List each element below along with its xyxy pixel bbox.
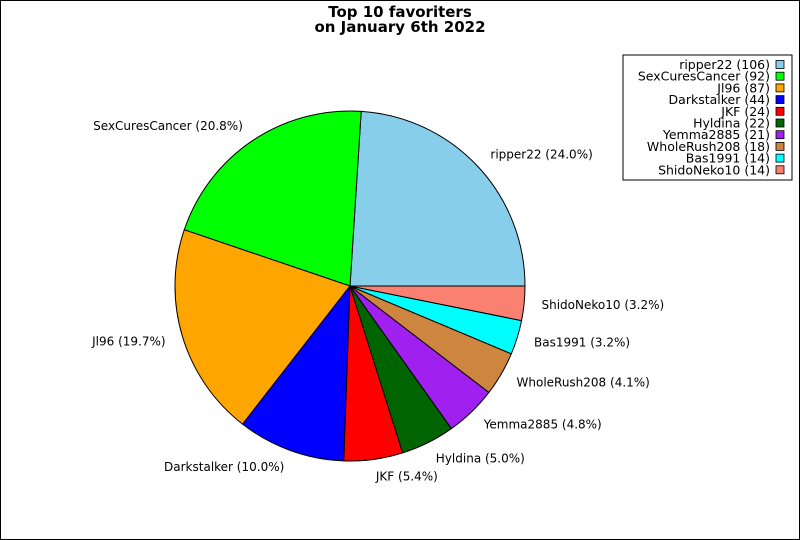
pie-slice-shidoneko10	[349, 285, 526, 322]
legend: ripper22 (106)SexCuresCancer (92)Jl96 (8…	[622, 54, 793, 181]
legend-entry-hyldina: Hyldina (22)	[693, 116, 770, 131]
legend-entry-jl96: Jl96 (87)	[716, 80, 770, 95]
pie-slice-sexcurescancer	[183, 110, 362, 287]
legend-entry-bas1991: Bas1991 (14)	[686, 151, 770, 166]
legend-swatch-wholerush208	[775, 141, 785, 151]
legend-swatch-ripper22	[775, 60, 785, 69]
slice-label-bas1991: Bas1991 (3.2%)	[534, 336, 630, 350]
legend-swatch-bas1991	[775, 153, 785, 163]
slice-label-wholerush208: WholeRush208 (4.1%)	[517, 376, 650, 390]
slice-label-jl96: Jl96 (19.7%)	[91, 334, 165, 348]
legend-entry-jkf: JKF (24)	[720, 104, 770, 119]
legend-swatch-darkstalker	[775, 95, 785, 104]
pie-slice-jl96	[174, 229, 351, 425]
slice-label-darkstalker: Darkstalker (10.0%)	[164, 460, 284, 474]
chart-title-line-1: Top 10 favoriters	[328, 3, 472, 21]
legend-swatch-yemma2885	[775, 130, 785, 140]
slice-label-hyldina: Hyldina (5.0%)	[436, 451, 525, 465]
pie-slices	[174, 110, 526, 462]
slice-label-sexcurescancer: SexCuresCancer (20.8%)	[93, 119, 243, 133]
legend-entry-sexcurescancer: SexCuresCancer (92)	[638, 69, 770, 84]
legend-swatch-hyldina	[775, 118, 785, 128]
legend-entry-wholerush208: WholeRush208 (18)	[647, 139, 770, 154]
legend-swatch-sexcurescancer	[775, 71, 785, 81]
legend-swatch-shidoneko10	[775, 165, 785, 175]
slice-label-yemma2885: Yemma2885 (4.8%)	[483, 418, 602, 432]
legend-swatch-jl96	[775, 83, 785, 93]
chart-title-line-2: on January 6th 2022	[314, 18, 485, 36]
slice-label-jkf: JKF (5.4%)	[375, 470, 438, 484]
pie-slice-ripper22	[349, 110, 526, 287]
slice-label-shidoneko10: ShidoNeko10 (3.2%)	[542, 298, 665, 312]
legend-entry-shidoneko10: ShidoNeko10 (14)	[658, 162, 770, 177]
legend-entry-yemma2885: Yemma2885 (21)	[662, 127, 770, 142]
slice-label-ripper22: ripper22 (24.0%)	[490, 147, 592, 161]
legend-swatch-jkf	[775, 106, 785, 116]
legend-entry-ripper22: ripper22 (106)	[679, 57, 770, 72]
pie-slice-labels: ripper22 (24.0%) SexCuresCancer (20.8%) Jl…	[91, 119, 664, 484]
legend-box	[622, 54, 793, 181]
legend-entry-darkstalker: Darkstalker (44)	[669, 92, 770, 107]
pie-slice-darkstalker	[241, 284, 351, 462]
